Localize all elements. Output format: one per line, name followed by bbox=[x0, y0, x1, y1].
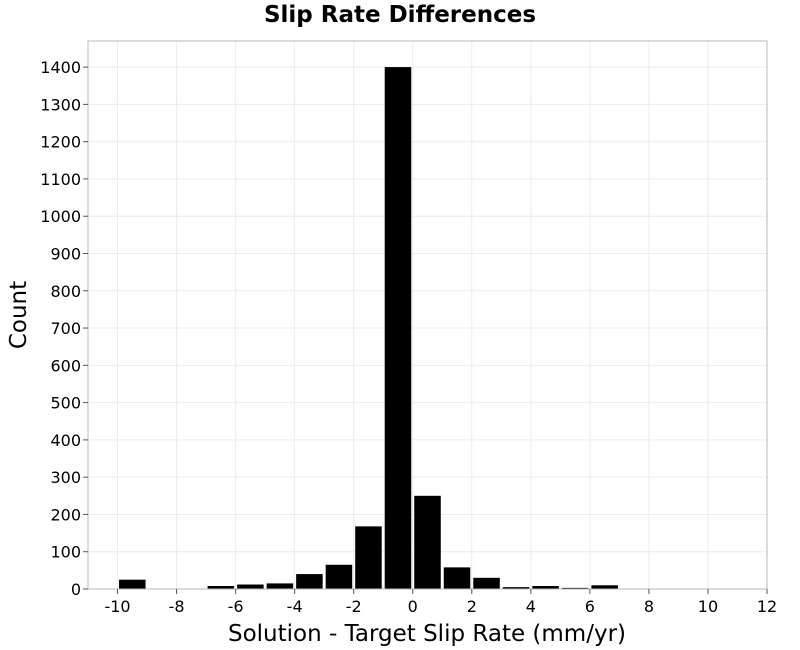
x-tick-label: -10 bbox=[104, 597, 130, 616]
y-tick-label: 1100 bbox=[40, 170, 81, 189]
y-axis-label: Count bbox=[6, 281, 32, 349]
plot-frame bbox=[87, 40, 768, 590]
histogram-bar bbox=[473, 577, 500, 589]
y-tick-label: 200 bbox=[50, 505, 81, 524]
histogram-bar bbox=[296, 574, 323, 589]
y-tick-label: 500 bbox=[50, 394, 81, 413]
histogram-bar bbox=[561, 587, 589, 589]
chart-title: Slip Rate Differences bbox=[263, 2, 537, 28]
histogram-bar bbox=[325, 564, 353, 589]
y-tick-label: 1000 bbox=[40, 207, 81, 226]
x-axis-ticks: -10 -8 -6 -4 -2 0 2 4 6 8 10 12 bbox=[104, 589, 777, 616]
histogram-bar bbox=[443, 567, 471, 589]
x-tick-label: 8 bbox=[644, 597, 654, 616]
histogram-bar bbox=[355, 526, 382, 589]
y-tick-label: 1200 bbox=[40, 133, 81, 152]
histogram-bar bbox=[237, 584, 264, 589]
x-tick-label: 0 bbox=[408, 597, 418, 616]
y-tick-label: 0 bbox=[71, 580, 81, 599]
y-tick-label: 1400 bbox=[40, 58, 81, 77]
y-axis-ticks: 0 100 200 300 400 500 600 700 800 900 1000 1100 1200… bbox=[40, 58, 88, 599]
histogram-bar bbox=[502, 587, 530, 589]
y-tick-label: 600 bbox=[50, 356, 81, 375]
x-tick-label: -4 bbox=[287, 597, 303, 616]
x-tick-label: -6 bbox=[228, 597, 244, 616]
x-tick-label: 10 bbox=[698, 597, 718, 616]
y-tick-label: 700 bbox=[50, 319, 81, 338]
x-tick-label: -8 bbox=[169, 597, 185, 616]
x-tick-label: 12 bbox=[757, 597, 777, 616]
y-tick-label: 1300 bbox=[40, 95, 81, 114]
y-tick-label: 900 bbox=[50, 244, 81, 263]
histogram-bar bbox=[384, 67, 412, 590]
histogram-bar bbox=[266, 583, 294, 589]
y-tick-label: 100 bbox=[50, 543, 81, 562]
y-tick-label: 400 bbox=[50, 431, 81, 450]
histogram-bar bbox=[591, 585, 618, 589]
histogram-bar bbox=[532, 586, 559, 589]
x-tick-label: 4 bbox=[526, 597, 536, 616]
histogram-bar bbox=[207, 586, 235, 589]
y-tick-label: 300 bbox=[50, 468, 81, 487]
x-tick-label: 6 bbox=[585, 597, 595, 616]
histogram-bars bbox=[119, 67, 618, 590]
x-tick-label: 2 bbox=[467, 597, 477, 616]
y-tick-label: 800 bbox=[50, 282, 81, 301]
histogram-bar bbox=[119, 579, 146, 589]
x-tick-label: -2 bbox=[346, 597, 362, 616]
histogram-bar bbox=[414, 495, 441, 589]
x-axis-label: Solution - Target Slip Rate (mm/yr) bbox=[228, 621, 626, 647]
